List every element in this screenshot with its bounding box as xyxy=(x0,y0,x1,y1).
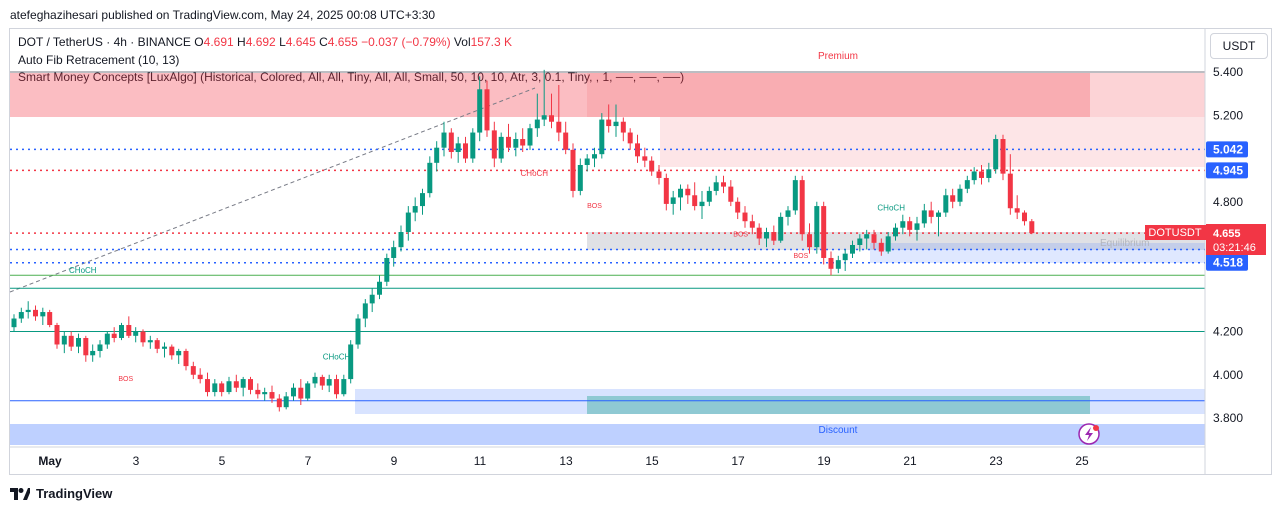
low-value: 4.645 xyxy=(285,35,316,49)
ohlc-legend: DOT / TetherUS · 4h · BINANCE O4.691 H4.… xyxy=(18,35,512,49)
low-label: L xyxy=(279,35,286,49)
indicator-smc-legend[interactable]: Smart Money Concepts [LuxAlgo] (Historic… xyxy=(18,70,685,84)
footer: TradingView xyxy=(10,486,112,501)
open-label: O xyxy=(194,35,204,49)
close-label: C xyxy=(319,35,328,49)
currency-button[interactable]: USDT xyxy=(1210,33,1268,59)
volume-label: Vol xyxy=(453,35,471,49)
indicator-fib-legend[interactable]: Auto Fib Retracement (10, 13) xyxy=(18,53,180,67)
symbol-info[interactable]: DOT / TetherUS · 4h · BINANCE xyxy=(18,35,191,49)
high-label: H xyxy=(237,35,246,49)
volume-value: 157.3 K xyxy=(470,35,512,49)
publisher-line: atefeghazihesari published on TradingVie… xyxy=(10,8,436,22)
change-value: −0.037 (−0.79%) xyxy=(361,35,451,49)
tv-logo-icon xyxy=(10,487,30,500)
high-value: 4.692 xyxy=(245,35,276,49)
chart-frame xyxy=(9,28,1272,475)
brand-name[interactable]: TradingView xyxy=(36,486,113,501)
close-value: 4.655 xyxy=(327,35,358,49)
open-value: 4.691 xyxy=(203,35,234,49)
